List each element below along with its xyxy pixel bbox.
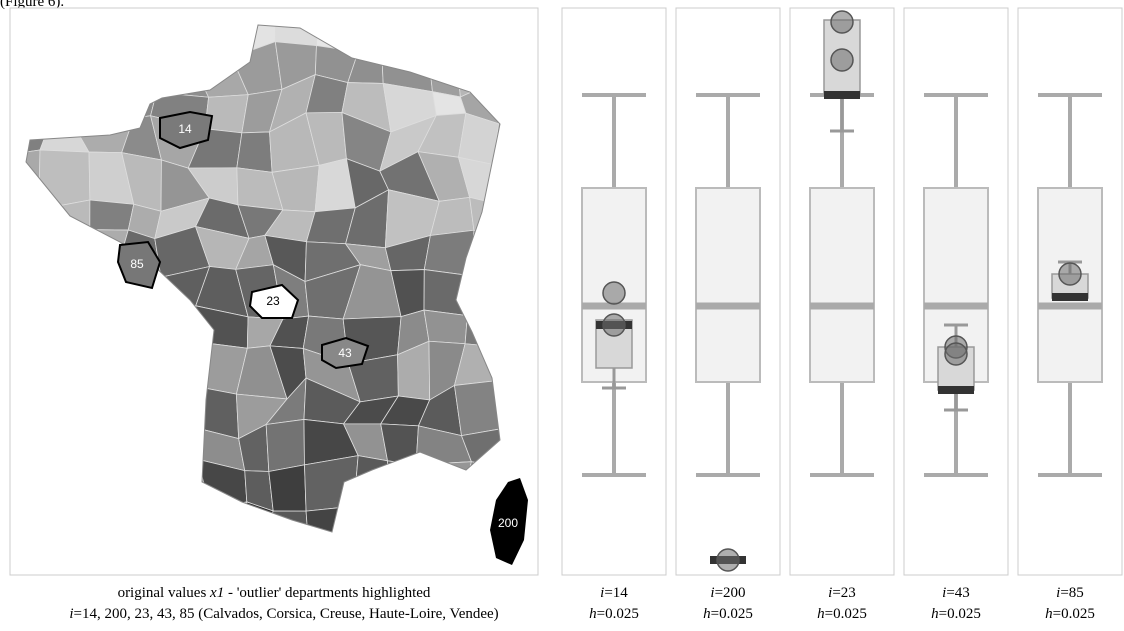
point [830,10,854,34]
panel: i=14h=0.025 [561,7,667,622]
caption-part: - 'outlier' departments highlighted [224,585,431,601]
panel: i=23h=0.025 [789,7,895,622]
point [716,548,740,572]
label-part: i [828,585,832,601]
map-label: 14 [178,122,192,136]
department [236,131,273,173]
department [423,309,468,345]
label-part: =23 [832,585,855,601]
label-part: =14 [604,585,628,601]
point [1058,262,1082,286]
label-part: h [589,606,597,622]
local-median [824,91,860,99]
label-part: i [710,585,714,601]
panel-label: h=0.025 [703,606,753,622]
map-label: 43 [338,346,352,360]
panel-label: h=0.025 [589,606,639,622]
panel-label: i=23 [828,585,856,601]
point [944,342,968,366]
panel: i=43h=0.025 [903,7,1009,622]
figure-ref: (Figure 6). [0,0,64,10]
haute-loire [321,336,370,370]
point [602,281,626,305]
label-part: h [817,606,825,622]
local-median [1052,293,1088,301]
map-label: 200 [498,516,518,530]
label-part: i [1056,585,1060,601]
label-part: h [703,606,711,622]
panel-label: h=0.025 [817,606,867,622]
department [265,418,305,472]
panel-label: i=85 [1056,585,1084,601]
label-part: h [931,606,939,622]
caption: original values x1 - 'outlier' departmen… [118,585,431,601]
department [204,94,249,134]
department [89,199,135,231]
caption-part: =14, 200, 23, 43, 85 (Calvados, Corsica,… [74,606,499,622]
panel-label: h=0.025 [931,606,981,622]
point [830,48,854,72]
corsica [490,478,528,565]
department [268,464,307,512]
point [602,313,626,337]
caption: i=14, 200, 23, 43, 85 (Calvados, Corsica… [69,606,498,622]
panel: i=85h=0.025 [1017,7,1123,622]
box [809,187,875,383]
calvados [159,110,214,150]
label-part: =200 [715,585,746,601]
label-part: =0.025 [825,606,867,622]
label-part: =0.025 [711,606,753,622]
caption-part: original values [118,585,210,601]
box [695,187,761,383]
local-median [938,386,974,394]
label-part: =0.025 [597,606,639,622]
map-label: 23 [266,294,280,308]
label-part: =43 [946,585,969,601]
map-label: 85 [130,257,144,271]
label-part: =0.025 [939,606,981,622]
label-part: i [942,585,946,601]
panel-label: i=200 [710,585,745,601]
label-part: =0.025 [1053,606,1095,622]
creuse [248,283,300,319]
label-part: i [600,585,604,601]
caption-part: i [69,606,73,622]
boxplot-panels: i=14h=0.025i=200h=0.025i=23h=0.025i=43h=… [561,7,1123,622]
panel-label: i=14 [600,585,628,601]
panel-label: h=0.025 [1045,606,1095,622]
panel-label: i=43 [942,585,970,601]
caption-part: x1 [209,585,224,601]
label-part: h [1045,606,1053,622]
label-part: =85 [1060,585,1083,601]
vendee [116,240,162,290]
